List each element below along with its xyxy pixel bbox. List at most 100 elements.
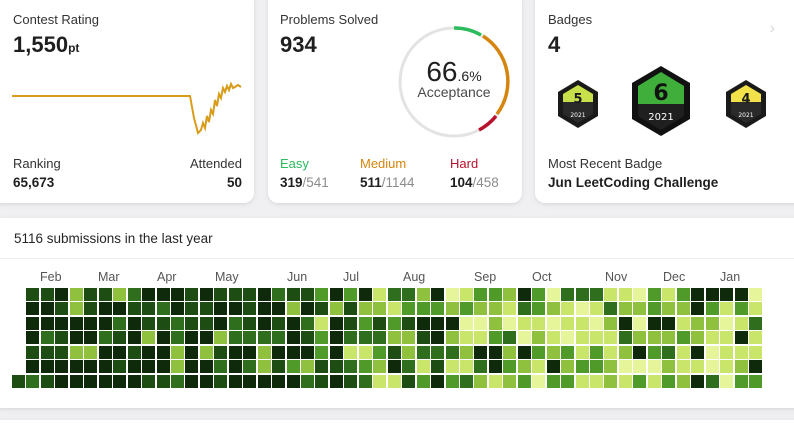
heatmap-cell[interactable] (185, 345, 199, 359)
heatmap-cell[interactable] (214, 316, 228, 330)
heatmap-cell[interactable] (301, 331, 314, 345)
heatmap-cell[interactable] (329, 302, 343, 316)
heatmap-cell[interactable] (185, 374, 199, 388)
heatmap-cell[interactable] (358, 345, 372, 359)
heatmap-cell[interactable] (474, 360, 488, 374)
heatmap-cell[interactable] (590, 302, 603, 316)
heatmap-cell[interactable] (142, 360, 156, 374)
heatmap-cell[interactable] (170, 374, 184, 388)
heatmap-cell[interactable] (170, 302, 184, 316)
heatmap-cell[interactable] (647, 288, 661, 301)
heatmap-cell[interactable] (69, 374, 83, 388)
heatmap-cell[interactable] (647, 360, 661, 374)
chevron-right-icon[interactable]: › (769, 20, 775, 37)
heatmap-cell[interactable] (748, 316, 762, 330)
badge-large-center[interactable]: 6 2021 (628, 64, 694, 138)
heatmap-cell[interactable] (127, 331, 141, 345)
heatmap-cell[interactable] (633, 288, 647, 301)
heatmap-cell[interactable] (402, 360, 416, 374)
heatmap-cell[interactable] (720, 288, 734, 301)
heatmap-cell[interactable] (228, 288, 242, 301)
heatmap-cell[interactable] (156, 345, 170, 359)
heatmap-cell[interactable] (618, 288, 632, 301)
heatmap-cell[interactable] (387, 302, 401, 316)
heatmap-cell[interactable] (662, 288, 676, 301)
heatmap-cell[interactable] (474, 345, 488, 359)
heatmap-cell[interactable] (156, 316, 170, 330)
heatmap-cell[interactable] (387, 345, 401, 359)
heatmap-cell[interactable] (517, 360, 531, 374)
heatmap-cell[interactable] (286, 316, 300, 330)
heatmap-cell[interactable] (127, 316, 141, 330)
heatmap-cell[interactable] (402, 374, 416, 388)
heatmap-cell[interactable] (26, 360, 40, 374)
heatmap-cell[interactable] (748, 360, 762, 374)
heatmap-cell[interactable] (445, 316, 459, 330)
heatmap-cell[interactable] (127, 288, 141, 301)
heatmap-cell[interactable] (604, 302, 618, 316)
most-recent-badge-name[interactable]: Jun LeetCoding Challenge (548, 175, 719, 190)
heatmap-cell[interactable] (517, 288, 531, 301)
heatmap-cell[interactable] (315, 360, 329, 374)
heatmap-cell[interactable] (662, 316, 676, 330)
heatmap-cell[interactable] (243, 288, 257, 301)
heatmap-cell[interactable] (127, 302, 141, 316)
heatmap-cell[interactable] (720, 302, 734, 316)
heatmap-cell[interactable] (676, 374, 690, 388)
heatmap-cell[interactable] (416, 374, 430, 388)
heatmap-cell[interactable] (243, 331, 257, 345)
heatmap-cell[interactable] (474, 302, 488, 316)
heatmap-cell[interactable] (720, 331, 734, 345)
heatmap-cell[interactable] (98, 360, 112, 374)
heatmap-cell[interactable] (633, 345, 647, 359)
heatmap-cell[interactable] (387, 316, 401, 330)
heatmap-cell[interactable] (142, 331, 156, 345)
heatmap-cell[interactable] (344, 374, 358, 388)
heatmap-cell[interactable] (474, 331, 488, 345)
heatmap-cell[interactable] (40, 302, 54, 316)
heatmap-cell[interactable] (503, 360, 517, 374)
heatmap-cell[interactable] (113, 331, 127, 345)
heatmap-cell[interactable] (228, 316, 242, 330)
heatmap-cell[interactable] (474, 316, 488, 330)
heatmap-cell[interactable] (156, 288, 170, 301)
heatmap-cell[interactable] (647, 331, 661, 345)
heatmap-cell[interactable] (113, 345, 127, 359)
heatmap-cell[interactable] (561, 345, 575, 359)
heatmap-cell[interactable] (402, 316, 416, 330)
heatmap-cell[interactable] (633, 374, 647, 388)
heatmap-cell[interactable] (228, 345, 242, 359)
heatmap-cell[interactable] (257, 331, 271, 345)
heatmap-cell[interactable] (488, 374, 502, 388)
heatmap-cell[interactable] (84, 345, 98, 359)
heatmap-cell[interactable] (329, 288, 343, 301)
heatmap-cell[interactable] (329, 345, 343, 359)
heatmap-cell[interactable] (561, 288, 575, 301)
heatmap-cell[interactable] (98, 374, 112, 388)
heatmap-cell[interactable] (575, 288, 589, 301)
heatmap-cell[interactable] (98, 302, 112, 316)
heatmap-cell[interactable] (662, 374, 676, 388)
heatmap-cell[interactable] (575, 374, 589, 388)
heatmap-cell[interactable] (272, 331, 286, 345)
heatmap-cell[interactable] (199, 288, 213, 301)
heatmap-cell[interactable] (459, 360, 473, 374)
heatmap-cell[interactable] (358, 374, 372, 388)
heatmap-cell[interactable] (127, 374, 141, 388)
heatmap-cell[interactable] (402, 288, 416, 301)
heatmap-cell[interactable] (734, 360, 748, 374)
heatmap-cell[interactable] (517, 302, 531, 316)
heatmap-cell[interactable] (705, 374, 719, 388)
heatmap-cell[interactable] (575, 331, 589, 345)
heatmap-cell[interactable] (720, 316, 734, 330)
heatmap-cell[interactable] (676, 316, 690, 330)
heatmap-cell[interactable] (488, 316, 502, 330)
heatmap-cell[interactable] (431, 288, 445, 301)
heatmap-cell[interactable] (416, 316, 430, 330)
heatmap-cell[interactable] (286, 331, 300, 345)
heatmap-cell[interactable] (431, 331, 445, 345)
heatmap-cell[interactable] (257, 302, 271, 316)
heatmap-cell[interactable] (590, 288, 603, 301)
heatmap-cell[interactable] (358, 316, 372, 330)
heatmap-cell[interactable] (734, 331, 748, 345)
